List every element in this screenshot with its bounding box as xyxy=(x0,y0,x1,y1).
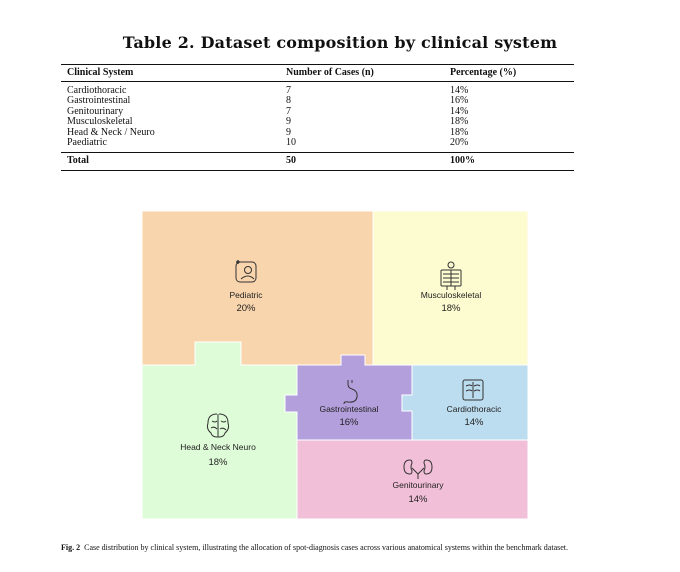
cell-count: 7 xyxy=(286,84,291,96)
table-row: Paediatric 10 20% xyxy=(61,137,574,152)
region-gastrointestinal-percentage: 16% xyxy=(339,417,359,428)
cell-count: 8 xyxy=(286,95,291,106)
table-row: Musculoskeletal 9 18% xyxy=(61,116,574,128)
figure-caption: Fig. 2 Case distribution by clinical syst… xyxy=(61,542,641,553)
cell-system: Genitourinary xyxy=(67,105,124,117)
chest-icon xyxy=(462,379,484,401)
region-cardiothoracic-label: Cardiothoracic xyxy=(447,404,503,414)
region-cardiothoracic: Cardiothoracic 14% xyxy=(401,364,529,441)
table-row: Genitourinary 7 14% xyxy=(61,105,574,118)
region-pediatric-percentage: 20% xyxy=(236,303,256,314)
region-pediatric: Pediatric 20% xyxy=(141,210,374,366)
cell-count: 9 xyxy=(286,126,291,138)
total-percentage: 100% xyxy=(444,151,574,171)
kidney-icon xyxy=(403,459,433,479)
table-title: Table 2. Dataset composition by clinical… xyxy=(122,33,558,52)
region-genitourinary-label: Genitourinary xyxy=(392,480,444,490)
region-pediatric-label: Pediatric xyxy=(229,290,263,300)
region-gastrointestinal-label: Gastrointestinal xyxy=(319,404,378,414)
region-head-neck-neuro-label: Head & Neck Neuro xyxy=(180,442,256,452)
brain-icon xyxy=(206,413,230,438)
cell-percentage: 18% xyxy=(450,116,469,127)
figure-caption-label: Fig. 2 xyxy=(61,543,81,552)
region-genitourinary: Genitourinary 14% xyxy=(296,439,529,520)
cell-system: Head & Neck / Neuro xyxy=(67,126,155,138)
cell-count: 10 xyxy=(286,137,296,148)
cell-percentage: 16% xyxy=(450,95,469,106)
table-row: Gastrointestinal 8 16% xyxy=(61,95,574,107)
figure-caption-text: Case distribution by clinical system, il… xyxy=(84,543,569,552)
stomach-icon xyxy=(343,380,358,405)
header-percentage: Percentage (%) xyxy=(444,64,574,82)
cell-system: Gastrointestinal xyxy=(67,95,131,106)
pediatric-icon xyxy=(235,260,257,283)
header-number-of-cases: Number of Cases (n) xyxy=(280,64,444,82)
table-row: Head & Neck / Neuro 9 18% xyxy=(61,126,574,139)
total-count: 50 xyxy=(280,151,444,171)
region-head-neck-neuro: Head & Neck Neuro 18% xyxy=(141,341,298,520)
region-musculoskeletal-label: Musculoskeletal xyxy=(421,290,482,300)
region-cardiothoracic-shape xyxy=(401,364,529,441)
region-cardiothoracic-percentage: 14% xyxy=(464,417,484,428)
cell-count: 7 xyxy=(286,105,291,117)
region-head-neck-neuro-shape xyxy=(141,341,298,520)
total-label: Total xyxy=(61,151,280,171)
clinical-system-figure: Pediatric 20% Musculoskeletal 18% Head &… xyxy=(141,210,529,520)
table-total-row: Total 50 100% xyxy=(61,151,574,171)
region-musculoskeletal: Musculoskeletal 18% xyxy=(372,210,529,366)
cell-percentage: 18% xyxy=(450,126,469,138)
header-clinical-system: Clinical System xyxy=(61,64,280,82)
region-head-neck-neuro-percentage: 18% xyxy=(208,457,228,468)
cell-system: Cardiothoracic xyxy=(67,84,127,96)
cell-percentage: 14% xyxy=(450,84,469,96)
cell-count: 9 xyxy=(286,116,291,127)
cell-system: Musculoskeletal xyxy=(67,116,133,127)
region-pediatric-shape xyxy=(141,210,374,366)
region-musculoskeletal-shape xyxy=(372,210,529,366)
composition-table: Clinical System Number of Cases (n) Perc… xyxy=(61,64,574,171)
skeleton-icon xyxy=(440,261,462,290)
cell-percentage: 20% xyxy=(450,137,469,148)
table-header-row: Clinical System Number of Cases (n) Perc… xyxy=(61,64,574,82)
region-genitourinary-percentage: 14% xyxy=(408,494,428,505)
region-genitourinary-shape xyxy=(296,439,529,520)
cell-system: Paediatric xyxy=(67,137,107,148)
region-gastrointestinal: Gastrointestinal 16% xyxy=(284,354,413,441)
region-musculoskeletal-percentage: 18% xyxy=(441,303,461,314)
table-row: Cardiothoracic 7 14% xyxy=(61,81,574,96)
cell-percentage: 14% xyxy=(450,105,469,117)
